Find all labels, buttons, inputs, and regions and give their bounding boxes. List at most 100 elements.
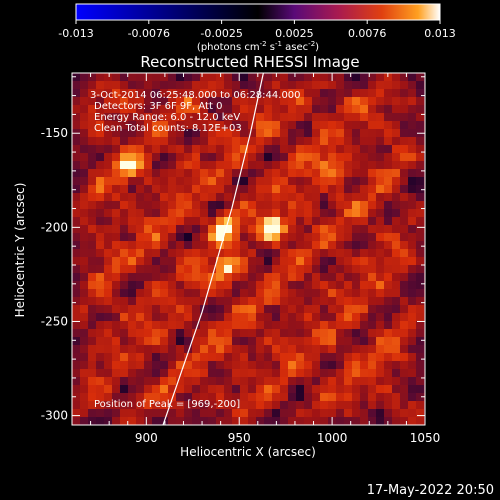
heatmap-cell bbox=[256, 193, 264, 201]
heatmap-cell bbox=[376, 401, 384, 409]
heatmap-cell bbox=[144, 257, 152, 265]
heatmap-cell bbox=[96, 137, 104, 145]
heatmap-cell bbox=[256, 217, 264, 225]
heatmap-cell bbox=[176, 137, 184, 145]
heatmap-cell bbox=[176, 361, 184, 369]
heatmap-cell bbox=[400, 305, 408, 313]
heatmap-cell bbox=[304, 305, 312, 313]
heatmap-cell bbox=[104, 417, 112, 425]
heatmap-cell bbox=[272, 337, 280, 345]
heatmap-cell bbox=[128, 105, 136, 113]
heatmap-cell bbox=[408, 89, 416, 97]
heatmap-cell bbox=[112, 241, 120, 249]
heatmap-cell bbox=[400, 97, 408, 105]
heatmap-cell bbox=[184, 137, 192, 145]
heatmap-cell bbox=[312, 137, 320, 145]
heatmap-cell bbox=[384, 121, 392, 129]
heatmap-cell bbox=[400, 289, 408, 297]
heatmap-cell bbox=[240, 377, 248, 385]
heatmap-cell bbox=[240, 105, 248, 113]
heatmap-cell bbox=[232, 369, 240, 377]
heatmap-cell bbox=[256, 225, 264, 233]
heatmap-cell bbox=[216, 89, 224, 97]
heatmap-cell bbox=[232, 289, 240, 297]
heatmap-cell bbox=[264, 281, 272, 289]
heatmap-cell bbox=[80, 145, 88, 153]
heatmap-cell bbox=[208, 281, 216, 289]
heatmap-cell bbox=[272, 113, 280, 121]
heatmap-cell bbox=[384, 337, 392, 345]
heatmap-cell bbox=[312, 113, 320, 121]
heatmap-cell bbox=[224, 385, 232, 393]
heatmap-cell bbox=[224, 241, 232, 249]
heatmap-cell bbox=[184, 337, 192, 345]
heatmap-cell bbox=[216, 257, 224, 265]
heatmap-cell bbox=[352, 265, 360, 273]
heatmap-cell bbox=[304, 97, 312, 105]
heatmap-cell bbox=[184, 297, 192, 305]
heatmap-cell bbox=[88, 313, 96, 321]
heatmap-cell bbox=[384, 137, 392, 145]
heatmap-cell bbox=[88, 305, 96, 313]
heatmap-cell bbox=[288, 257, 296, 265]
heatmap-cell bbox=[352, 169, 360, 177]
heatmap-cell bbox=[128, 121, 136, 129]
heatmap-cell bbox=[344, 73, 352, 81]
heatmap-cell bbox=[360, 193, 368, 201]
heatmap-cell bbox=[80, 129, 88, 137]
heatmap-cell bbox=[216, 417, 224, 425]
heatmap-cell bbox=[88, 385, 96, 393]
heatmap-cell bbox=[72, 265, 80, 273]
heatmap-cell bbox=[352, 289, 360, 297]
heatmap-cell bbox=[80, 377, 88, 385]
heatmap-cell bbox=[208, 241, 216, 249]
heatmap-cell bbox=[144, 169, 152, 177]
heatmap-cell bbox=[288, 265, 296, 273]
heatmap-cell bbox=[104, 121, 112, 129]
heatmap-cell bbox=[296, 353, 304, 361]
heatmap-cell bbox=[128, 313, 136, 321]
heatmap-cell bbox=[304, 201, 312, 209]
heatmap-cell bbox=[160, 273, 168, 281]
heatmap-cell bbox=[352, 153, 360, 161]
heatmap-cell bbox=[120, 249, 128, 257]
heatmap-cell bbox=[392, 409, 400, 417]
heatmap-cell bbox=[360, 153, 368, 161]
heatmap-cell bbox=[272, 273, 280, 281]
heatmap-cell bbox=[272, 345, 280, 353]
heatmap-cell bbox=[344, 185, 352, 193]
heatmap-cell bbox=[392, 377, 400, 385]
heatmap-cell bbox=[88, 209, 96, 217]
heatmap-cell bbox=[216, 105, 224, 113]
heatmap-cell bbox=[208, 345, 216, 353]
heatmap-cell bbox=[352, 241, 360, 249]
heatmap-cell bbox=[144, 361, 152, 369]
heatmap-cell bbox=[88, 377, 96, 385]
heatmap-cell bbox=[336, 249, 344, 257]
heatmap-cell bbox=[248, 313, 256, 321]
heatmap-cell bbox=[160, 113, 168, 121]
heatmap-cell bbox=[368, 345, 376, 353]
heatmap-cell bbox=[168, 241, 176, 249]
heatmap-cell bbox=[368, 321, 376, 329]
heatmap-cell bbox=[400, 377, 408, 385]
heatmap-cell bbox=[408, 385, 416, 393]
heatmap-cell bbox=[280, 73, 288, 81]
y-tick-label: -300 bbox=[41, 409, 68, 423]
heatmap-cell bbox=[160, 409, 168, 417]
heatmap-cell bbox=[368, 233, 376, 241]
heatmap-cell bbox=[200, 409, 208, 417]
heatmap-cell bbox=[104, 97, 112, 105]
heatmap-cell bbox=[104, 185, 112, 193]
heatmap-cell bbox=[160, 257, 168, 265]
heatmap-cell bbox=[320, 249, 328, 257]
heatmap-cell bbox=[192, 153, 200, 161]
heatmap-cell bbox=[144, 121, 152, 129]
heatmap-cell bbox=[384, 129, 392, 137]
heatmap-cell bbox=[224, 321, 232, 329]
heatmap-cell bbox=[128, 409, 136, 417]
heatmap-cell bbox=[128, 193, 136, 201]
heatmap-cell bbox=[304, 185, 312, 193]
heatmap-cell bbox=[152, 137, 160, 145]
heatmap-cell bbox=[408, 329, 416, 337]
